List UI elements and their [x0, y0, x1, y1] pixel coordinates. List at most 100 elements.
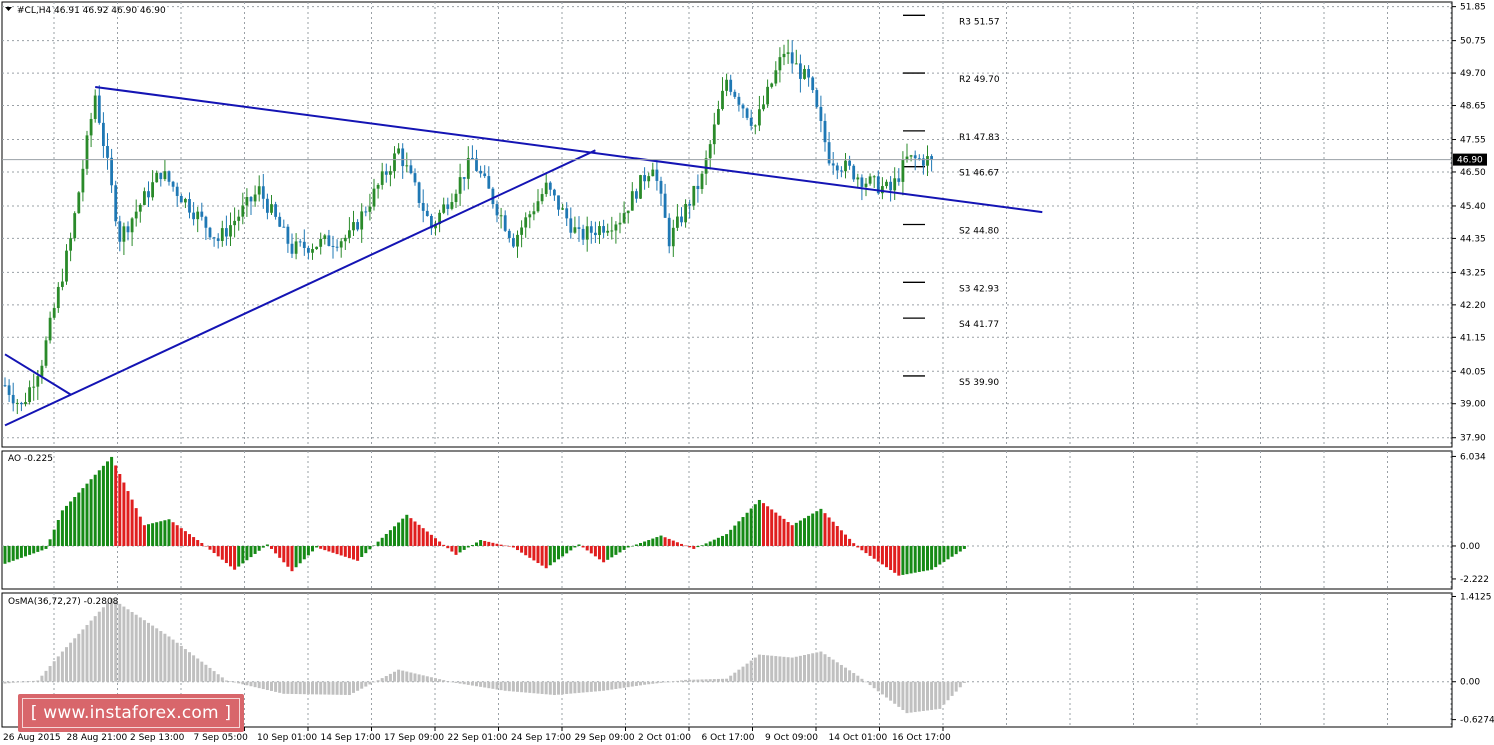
candle-body [643, 175, 646, 182]
ao-bar [491, 542, 495, 546]
candle [270, 195, 273, 215]
candle-body [69, 238, 72, 251]
ao-bar [901, 545, 905, 575]
candle [926, 145, 929, 176]
ao-bar [647, 540, 651, 546]
price-tick-label: 41.15 [1460, 333, 1486, 343]
candle [319, 232, 323, 255]
time-tick-label: 17 Sep 09:00 [384, 733, 444, 743]
ao-bar [450, 545, 454, 552]
osma-tick-label: 1.4125 [1460, 592, 1492, 602]
candle [561, 203, 564, 211]
osma-bar [913, 681, 917, 713]
osma-bar [81, 629, 85, 682]
ao-bar [786, 522, 790, 546]
ao-bar [19, 545, 23, 558]
osma-bar [700, 679, 704, 682]
ao-bar [73, 497, 77, 546]
osma-bar [171, 639, 175, 682]
ao-tick-label: -2.222 [1460, 575, 1489, 585]
osma-bar [934, 681, 938, 710]
trendlines [4, 85, 1043, 427]
osma-bar [261, 681, 265, 690]
ao-bar [811, 513, 815, 546]
osma-bar [880, 681, 884, 695]
ao-bar [725, 534, 729, 546]
ao-bar [762, 503, 765, 546]
candle-body [315, 246, 318, 250]
candle [811, 76, 815, 94]
candle [405, 152, 409, 173]
osma-bar [524, 681, 528, 693]
osma-bar [60, 651, 64, 682]
candle [454, 189, 458, 209]
osma-bar [872, 681, 876, 689]
candle-body [56, 286, 60, 309]
candle-body [372, 188, 376, 207]
candle [794, 49, 798, 65]
candle [343, 234, 347, 250]
candle-body [130, 218, 134, 233]
ao-bar [40, 545, 44, 551]
ao-bar [101, 465, 105, 546]
time-axis: 26 Aug 2015 28 Aug 21:00 2 Sep 13:00 7 Sep … [3, 727, 951, 743]
ao-bar [733, 525, 737, 546]
osma-bar [306, 681, 310, 695]
osma-title: OsMA(36,72,27) -0.2808 [8, 597, 119, 607]
price-tick-label: 50.75 [1460, 37, 1486, 47]
price-tick-label: 42.20 [1460, 301, 1486, 311]
candle-body [803, 68, 806, 79]
candle-body [15, 402, 19, 404]
candle-body [729, 79, 733, 92]
osma-bar [446, 681, 450, 682]
ao-bar [188, 534, 191, 546]
candle [368, 193, 372, 221]
candle-body [417, 182, 421, 203]
osma-bar [741, 666, 745, 682]
osma-bar [224, 680, 228, 682]
candle [253, 185, 257, 207]
candle-body [659, 180, 663, 194]
osma-tick-label: -0.6274 [1460, 716, 1494, 726]
ao-bar [753, 504, 757, 546]
candle [114, 180, 118, 227]
osma-bar [335, 681, 339, 695]
time-tick-label: 14 Sep 17:00 [321, 733, 381, 743]
osma-bar [675, 680, 679, 682]
ao-bar [93, 474, 97, 546]
ao-bar [7, 545, 11, 563]
candle [565, 202, 569, 227]
osma-bar [470, 681, 474, 686]
candle [913, 150, 917, 171]
osma-bar [147, 622, 150, 682]
candle-body [696, 185, 700, 190]
candle [671, 219, 675, 257]
candle-body [540, 194, 544, 202]
ao-bar [831, 521, 835, 546]
osma-bar [753, 657, 757, 682]
candle [430, 213, 433, 235]
ao-bar [134, 508, 138, 546]
candle-body [249, 197, 253, 202]
candle [770, 82, 774, 89]
candle-body [430, 215, 433, 229]
candle-body [503, 215, 507, 231]
candle [835, 162, 839, 180]
candle-body [598, 226, 601, 236]
ao-bar [106, 461, 109, 546]
osma-bar [716, 678, 720, 682]
osma-bar [118, 603, 122, 682]
candle [167, 170, 171, 186]
osma-bar [134, 614, 138, 682]
candle [159, 172, 163, 187]
candle-body [237, 216, 241, 221]
osma-bar [245, 681, 249, 686]
candle [569, 207, 573, 239]
candle [618, 212, 622, 234]
candle-body [434, 224, 437, 229]
ao-bar [220, 545, 224, 560]
candle-body [245, 197, 249, 206]
candle-body [126, 226, 130, 233]
candle-body [831, 163, 835, 166]
ao-bar [163, 520, 167, 546]
